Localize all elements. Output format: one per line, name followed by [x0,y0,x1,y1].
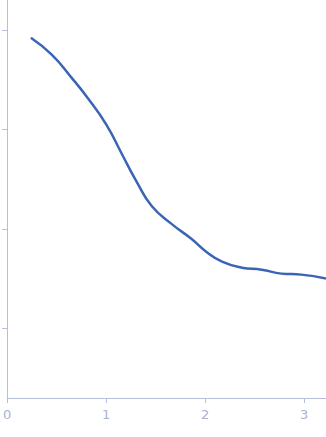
svg-text:2: 2 [201,407,209,422]
svg-text:0: 0 [3,407,11,422]
svg-text:1: 1 [102,407,110,422]
svg-text:3: 3 [300,407,308,422]
